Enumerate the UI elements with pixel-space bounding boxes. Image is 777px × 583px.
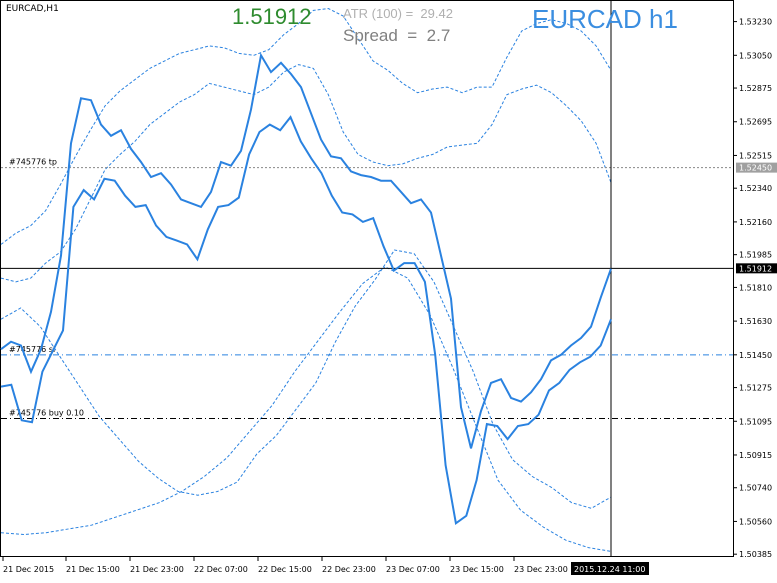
x-tick-label: 22 Dec 07:00 [194,565,248,574]
crosshair-time-tag [571,562,649,575]
y-tick-label: 1.51630 [739,317,772,326]
crosshair-time-label: 2015.12.24 11:00 [574,565,645,574]
spread-readout: Spread = 2.7 [343,26,451,45]
x-tick-label: 21 Dec 15:00 [66,565,120,574]
y-tick-label: 1.53050 [739,51,772,60]
y-tick-label: 1.51095 [739,417,772,426]
x-tick-label: 22 Dec 15:00 [258,565,312,574]
y-tick-label: 1.50385 [739,550,772,559]
y-tick-label: 1.50915 [739,451,772,460]
order-label-0: #745776 tp [9,158,57,167]
y-tick-label: 1.51985 [739,251,772,260]
series-upper-line [0,52,612,449]
symbol-label: EURCAD,H1 [6,4,59,14]
series-lower-line [0,115,612,526]
tp-price-tag [736,162,777,173]
x-tick-label: 23 Dec 15:00 [450,565,504,574]
y-tick-label: 1.51275 [739,384,772,393]
atr-readout: ATR (100) = 29.42 [343,6,453,21]
order-label-1: #745776 sl [9,345,55,354]
y-tick-label: 1.52695 [739,118,772,127]
y-tick-label: 1.52875 [739,84,772,93]
x-tick-label: 23 Dec 07:00 [386,565,440,574]
y-tick-label: 1.52515 [739,151,772,160]
x-tick-label: 23 Dec 23:00 [514,565,568,574]
band-lower-outer [0,266,612,552]
y-tick-label: 1.50740 [739,484,772,493]
band-lower-inner [0,249,612,509]
y-tick-label: 1.51450 [739,351,772,360]
chart-title: EURCAD h1 [532,4,678,34]
x-tick-label: 21 Dec 23:00 [130,565,184,574]
order-label-2: #745776 buy 0.10 [9,408,84,417]
plot-frame [0,0,734,557]
tp-price-tag-label: 1.52450 [739,164,772,173]
y-tick-label: 1.52160 [739,218,772,227]
current-price-big: 1.51912 [232,4,312,29]
x-tick-label: 22 Dec 23:00 [322,565,376,574]
current-price-tag-label: 1.51912 [739,264,772,273]
band-upper-outer [0,7,612,245]
y-tick-label: 1.53230 [739,18,772,27]
y-tick-label: 1.51810 [739,283,772,292]
y-tick-label: 1.50560 [739,517,772,526]
current-price-tag [736,263,777,274]
y-tick-label: 1.52340 [739,184,772,193]
x-tick-label: 21 Dec 2015 [3,565,54,574]
